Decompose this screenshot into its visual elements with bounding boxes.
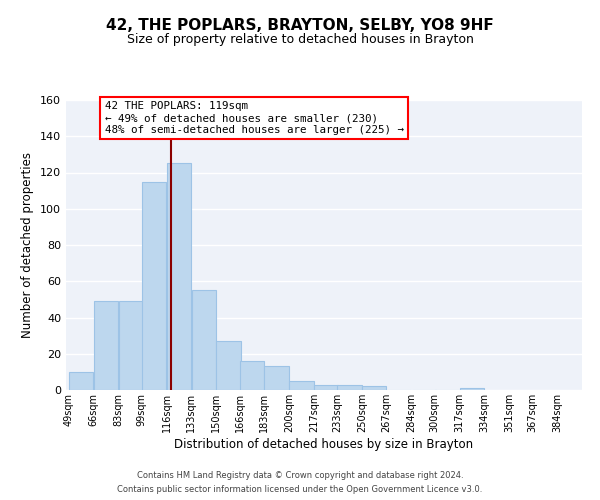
Bar xyxy=(69,372,94,390)
Bar xyxy=(142,182,166,390)
Bar xyxy=(265,366,289,390)
Bar xyxy=(119,301,143,390)
Bar xyxy=(337,384,362,390)
Bar xyxy=(167,164,191,390)
Bar xyxy=(314,384,338,390)
Text: Contains HM Land Registry data © Crown copyright and database right 2024.: Contains HM Land Registry data © Crown c… xyxy=(137,472,463,480)
Bar xyxy=(460,388,484,390)
Bar xyxy=(239,361,264,390)
Bar xyxy=(191,290,216,390)
Text: 42, THE POPLARS, BRAYTON, SELBY, YO8 9HF: 42, THE POPLARS, BRAYTON, SELBY, YO8 9HF xyxy=(106,18,494,32)
Bar xyxy=(289,381,314,390)
Text: Contains public sector information licensed under the Open Government Licence v3: Contains public sector information licen… xyxy=(118,484,482,494)
Bar xyxy=(217,341,241,390)
Y-axis label: Number of detached properties: Number of detached properties xyxy=(22,152,34,338)
Bar xyxy=(94,301,118,390)
Text: Size of property relative to detached houses in Brayton: Size of property relative to detached ho… xyxy=(127,32,473,46)
Text: 42 THE POPLARS: 119sqm
← 49% of detached houses are smaller (230)
48% of semi-de: 42 THE POPLARS: 119sqm ← 49% of detached… xyxy=(104,102,404,134)
X-axis label: Distribution of detached houses by size in Brayton: Distribution of detached houses by size … xyxy=(175,438,473,450)
Bar xyxy=(362,386,386,390)
